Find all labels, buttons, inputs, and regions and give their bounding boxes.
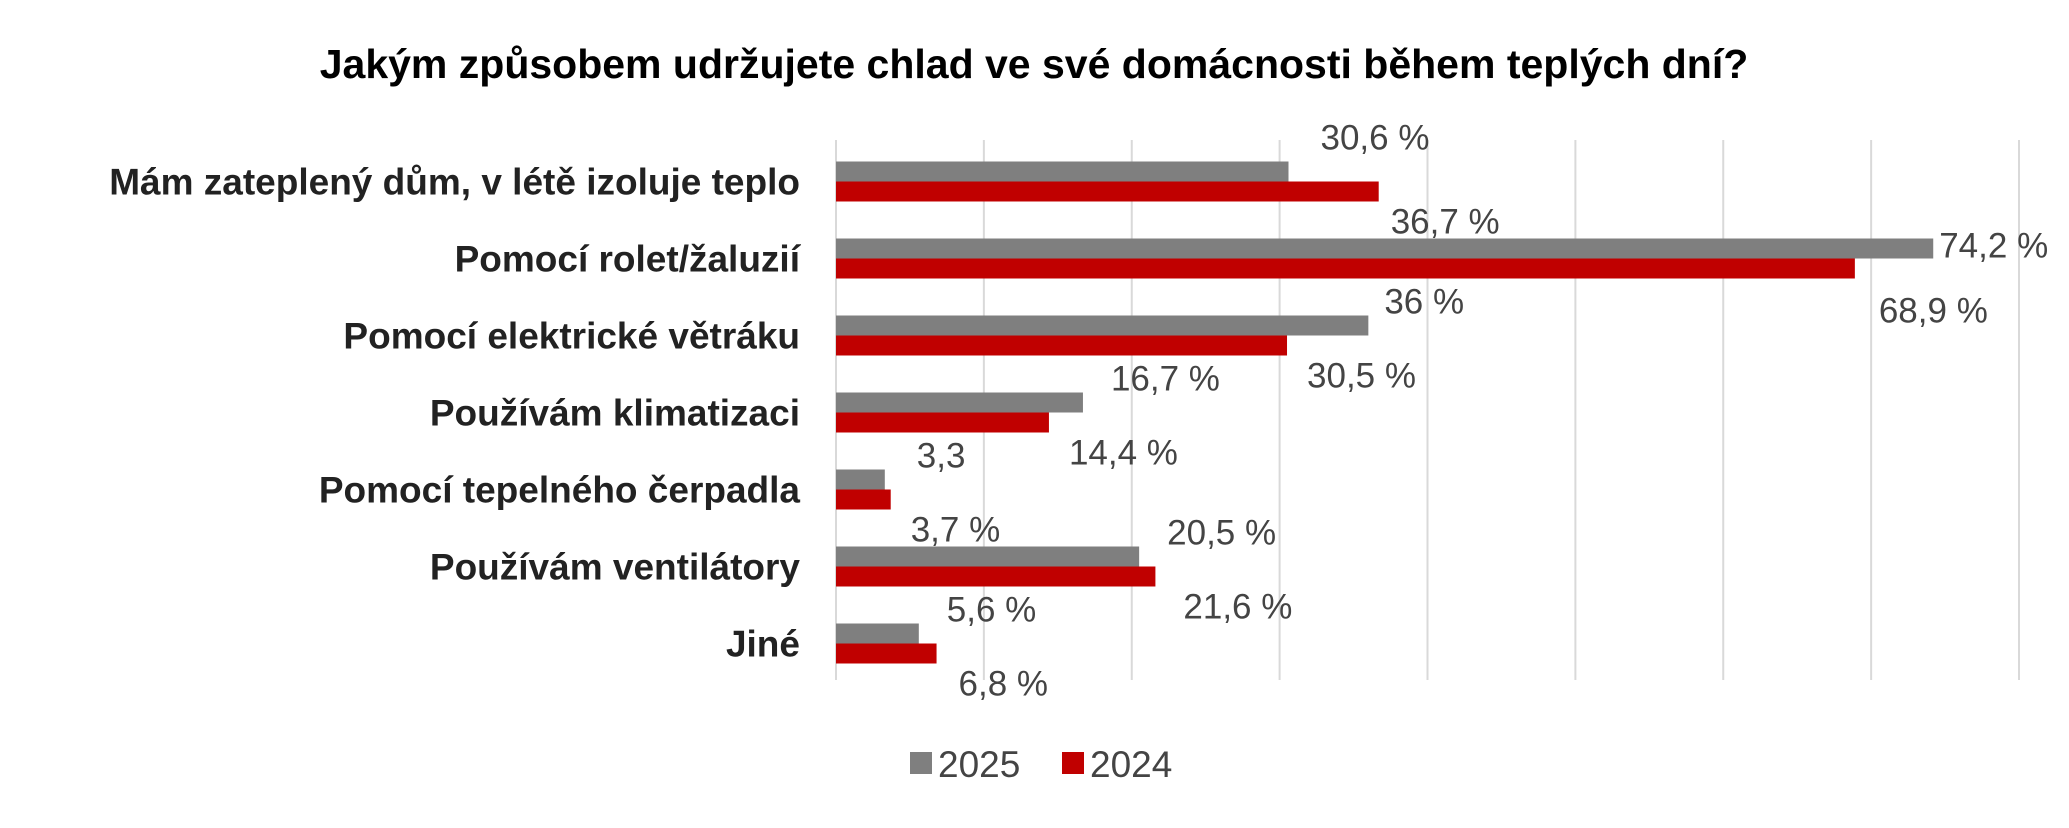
legend-swatch-2024 — [1062, 752, 1084, 774]
data-label-2024: 30,5 % — [1307, 357, 1416, 396]
bar-2024 — [836, 566, 1156, 587]
data-label-2025: 5,6 % — [947, 591, 1037, 630]
gridlines — [835, 140, 2020, 680]
bar-2025 — [836, 546, 1140, 567]
bar-2025 — [836, 315, 1369, 336]
bar-2024 — [836, 643, 937, 664]
data-label-2024: 68,9 % — [1879, 292, 1988, 331]
bar-2024 — [836, 489, 891, 510]
bar-2024 — [836, 412, 1049, 433]
category-label: Používám ventilátory — [430, 547, 801, 588]
bar-2024 — [836, 335, 1288, 356]
data-label-2024: 3,7 % — [911, 511, 1001, 550]
category-label: Mám zateplený dům, v létě izoluje teplo — [109, 162, 800, 203]
data-label-2025: 16,7 % — [1111, 360, 1220, 399]
bar-2024 — [836, 181, 1379, 202]
category-label: Používám klimatizaci — [430, 393, 800, 434]
legend-label-2024: 2024 — [1090, 744, 1172, 785]
data-label-2025: 20,5 % — [1167, 514, 1276, 553]
legend-swatch-2025 — [910, 752, 932, 774]
legend-label-2025: 2025 — [938, 744, 1020, 785]
category-label: Pomocí rolet/žaluzií — [455, 239, 802, 280]
bars — [836, 161, 1934, 664]
data-label-2025: 3,3 — [917, 437, 966, 476]
data-labels: 30,6 % 36,7 % 74,2 % 68,9 % 36 % 30,5 % 16,7 %… — [911, 119, 2048, 704]
bar-2025 — [836, 623, 919, 644]
bar-2025 — [836, 392, 1083, 413]
category-labels: Mám zateplený dům, v létě izoluje teplo P… — [109, 162, 802, 665]
category-label: Jiné — [726, 624, 800, 665]
chart-title: Jakým způsobem udržujete chlad ve své do… — [320, 41, 1749, 87]
bar-2025 — [836, 469, 885, 490]
data-label-2025: 36 % — [1384, 283, 1464, 322]
bar-2024 — [836, 258, 1855, 279]
data-label-2024: 6,8 % — [959, 665, 1048, 704]
bar-2025 — [836, 238, 1934, 259]
data-label-2024: 21,6 % — [1183, 588, 1292, 627]
category-label: Pomocí elektrické větráku — [343, 316, 800, 357]
bar-2025 — [836, 161, 1289, 182]
legend: 2025 2024 — [910, 744, 1172, 785]
data-label-2025: 74,2 % — [1939, 227, 2048, 266]
data-label-2024: 14,4 % — [1069, 434, 1178, 473]
category-label: Pomocí tepelného čerpadla — [319, 470, 801, 511]
data-label-2024: 36,7 % — [1391, 203, 1500, 242]
data-label-2025: 30,6 % — [1320, 119, 1429, 158]
